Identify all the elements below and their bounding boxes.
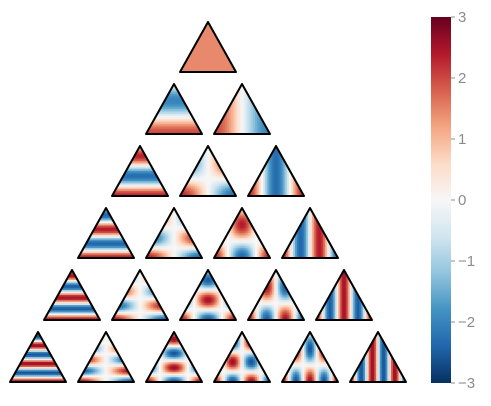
triangle-field-raster bbox=[78, 208, 134, 258]
triangle-outline bbox=[43, 269, 101, 321]
colorbar-tick-label: 3 bbox=[458, 9, 466, 26]
triangle-outline bbox=[281, 331, 339, 383]
triangle-outline bbox=[111, 145, 169, 197]
triangle-field-raster bbox=[180, 270, 236, 320]
triangle-field-raster bbox=[78, 332, 134, 382]
triangle-field-raster bbox=[180, 146, 236, 196]
triangle-field-raster bbox=[316, 270, 372, 320]
triangle-panel-5-3 bbox=[213, 331, 271, 383]
triangle-panel-2-1 bbox=[179, 145, 237, 197]
triangle-panel-2-2 bbox=[247, 145, 305, 197]
triangle-outline bbox=[315, 269, 373, 321]
triangle-field-raster bbox=[214, 84, 270, 134]
triangle-outline bbox=[179, 145, 237, 197]
colorbar-ticks: 3 2 1 0 −1 −2 −3 bbox=[451, 9, 475, 392]
triangle-outline bbox=[247, 269, 305, 321]
triangle-panel-3-1 bbox=[145, 207, 203, 259]
colorbar-tick-label: −1 bbox=[458, 253, 475, 270]
triangle-outline bbox=[145, 83, 203, 135]
triangle-field-raster bbox=[112, 146, 168, 196]
triangle-field-raster bbox=[112, 270, 168, 320]
triangle-outline bbox=[213, 207, 271, 259]
triangle-panel-3-0 bbox=[77, 207, 135, 259]
triangle-panel-4-1 bbox=[111, 269, 169, 321]
triangle-outline bbox=[9, 331, 67, 383]
triangle-outline bbox=[179, 21, 237, 73]
colorbar-tick-label: 0 bbox=[458, 192, 466, 209]
triangle-field-raster bbox=[248, 146, 304, 196]
triangle-outline bbox=[145, 207, 203, 259]
colorbar: 3 2 1 0 −1 −2 −3 bbox=[431, 9, 475, 392]
triangle-outline bbox=[77, 207, 135, 259]
triangle-panel-2-0 bbox=[111, 145, 169, 197]
triangle-outline bbox=[145, 331, 203, 383]
triangle-outline bbox=[77, 331, 135, 383]
triangle-outline bbox=[111, 269, 169, 321]
triangle-field-raster bbox=[248, 270, 304, 320]
triangle-panel-5-1 bbox=[77, 331, 135, 383]
triangle-panel-3-3 bbox=[281, 207, 339, 259]
colorbar-tick-label: 2 bbox=[458, 70, 466, 87]
triangle-panel-4-4 bbox=[315, 269, 373, 321]
triangle-panel-1-0 bbox=[145, 83, 203, 135]
triangle-field-raster bbox=[282, 332, 338, 382]
triangle-field-raster bbox=[146, 84, 202, 134]
triangle-field-raster bbox=[44, 270, 100, 320]
triangle-field-raster bbox=[350, 332, 406, 382]
triangle-outline bbox=[179, 269, 237, 321]
colorbar-tick-label: 1 bbox=[458, 131, 466, 148]
triangle-field-raster bbox=[146, 208, 202, 258]
triangle-panel-1-1 bbox=[213, 83, 271, 135]
triangle-outline bbox=[213, 83, 271, 135]
colorbar-tick-label: −3 bbox=[458, 375, 475, 392]
triangle-panel-4-3 bbox=[247, 269, 305, 321]
triangle-panel-5-5 bbox=[349, 331, 407, 383]
triangle-outline bbox=[281, 207, 339, 259]
triangle-panel-3-2 bbox=[213, 207, 271, 259]
triangle-outline bbox=[349, 331, 407, 383]
triangle-panel-5-2 bbox=[145, 331, 203, 383]
triangle-panel-5-0 bbox=[9, 331, 67, 383]
triangle-field-raster bbox=[10, 332, 66, 382]
colorbar-gradient bbox=[431, 17, 451, 383]
triangle-panel-5-4 bbox=[281, 331, 339, 383]
triangle-field-raster bbox=[146, 332, 202, 382]
triangle-outline bbox=[247, 145, 305, 197]
triangle-field-raster bbox=[214, 332, 270, 382]
triangle-field-raster bbox=[180, 22, 236, 72]
colorbar-tick-label: −2 bbox=[458, 314, 475, 331]
triangle-outline bbox=[213, 331, 271, 383]
triangle-panel-4-2 bbox=[179, 269, 237, 321]
triangle-panel-4-0 bbox=[43, 269, 101, 321]
triangle-panel-0-0 bbox=[179, 21, 237, 73]
triangle-field-raster bbox=[214, 208, 270, 258]
triangle-panel-grid bbox=[9, 21, 407, 383]
triangle-field-raster bbox=[282, 208, 338, 258]
